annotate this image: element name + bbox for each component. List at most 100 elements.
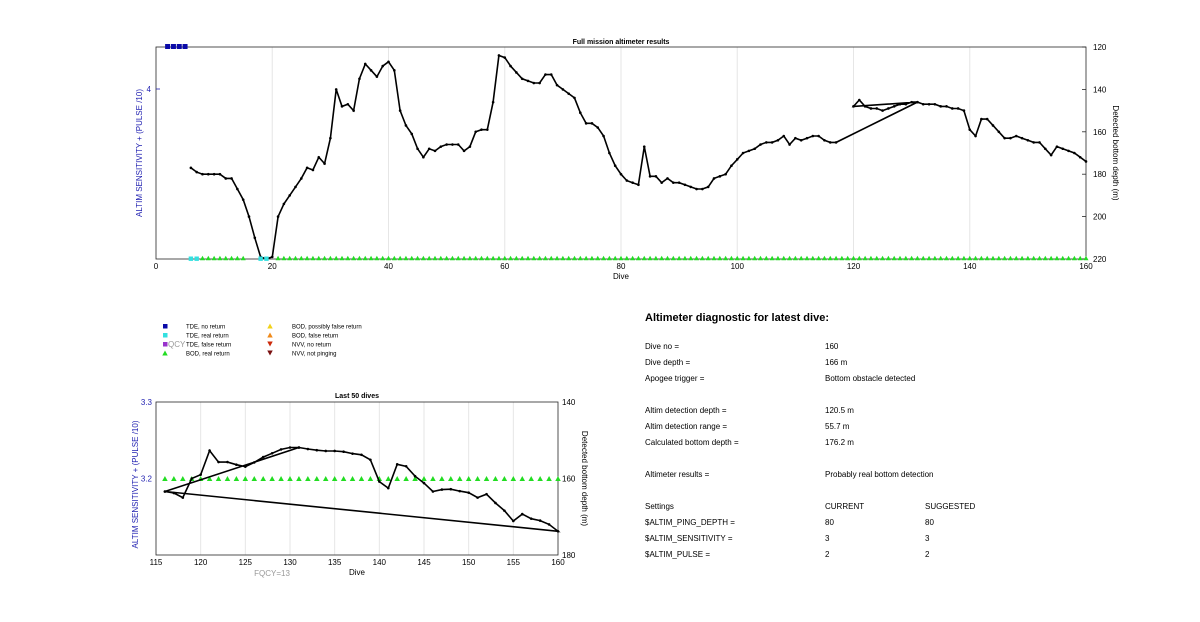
depth-point bbox=[1044, 147, 1047, 151]
depth-point bbox=[422, 155, 425, 159]
depth-point bbox=[288, 194, 291, 197]
dive-depth-row: Dive depth = 166 m bbox=[645, 358, 1085, 374]
y-left-tick-label: 3.3 bbox=[141, 398, 153, 407]
depth-point bbox=[823, 138, 826, 142]
depth-point bbox=[677, 181, 681, 184]
bod-real-return-marker bbox=[380, 255, 386, 261]
depth-point bbox=[413, 474, 417, 478]
x-tick-label: 100 bbox=[731, 262, 745, 271]
bod-real-return-marker bbox=[821, 255, 827, 261]
depth-point bbox=[683, 183, 687, 187]
bod-real-return-marker bbox=[430, 476, 436, 481]
chart-title: Last 50 dives bbox=[335, 393, 379, 400]
detection-depth-label: Altim detection depth = bbox=[645, 406, 727, 415]
bod-real-return-marker bbox=[996, 255, 1002, 261]
depth-point bbox=[526, 79, 530, 83]
y-right-axis-label: Detected bottom depth (m) bbox=[1111, 105, 1120, 200]
bod-real-return-marker bbox=[449, 255, 455, 261]
bod-real-return-marker bbox=[362, 255, 368, 261]
depth-point bbox=[241, 198, 245, 201]
bod-real-return-marker bbox=[412, 476, 418, 481]
bod-real-return-marker bbox=[676, 255, 682, 261]
depth-point bbox=[689, 185, 693, 189]
bod-real-return-marker bbox=[465, 476, 472, 481]
bod-real-return-marker bbox=[967, 255, 973, 261]
bod-real-return-marker bbox=[670, 255, 676, 261]
depth-point bbox=[916, 100, 919, 104]
tde-no-return-marker bbox=[182, 44, 188, 49]
x-tick-label: 130 bbox=[283, 558, 297, 567]
bod-real-return-marker bbox=[728, 255, 734, 261]
depth-point bbox=[342, 450, 345, 454]
bod-real-return-marker bbox=[386, 255, 391, 261]
apogee-row: Apogee trigger = Bottom obstacle detecte… bbox=[645, 374, 1085, 390]
detection-depth-value: 120.5 m bbox=[825, 406, 854, 415]
bod-real-return-marker bbox=[868, 255, 874, 261]
legend-label: BOD, false return bbox=[292, 334, 338, 340]
depth-point bbox=[449, 487, 453, 491]
depth-point bbox=[1078, 155, 1082, 159]
depth-point bbox=[549, 73, 553, 76]
x-tick-label: 120 bbox=[847, 262, 861, 271]
depth-point bbox=[422, 481, 426, 485]
bod-real-return-marker bbox=[740, 255, 746, 261]
depth-point bbox=[270, 451, 274, 455]
bod-real-return-marker bbox=[763, 255, 769, 261]
x-tick-label: 0 bbox=[154, 262, 159, 271]
calculated-depth-label: Calculated bottom depth = bbox=[645, 438, 739, 447]
bod-real-return-marker bbox=[240, 255, 246, 261]
depth-point bbox=[619, 172, 623, 176]
bod-real-return-marker bbox=[874, 255, 880, 261]
depth-point bbox=[1073, 151, 1076, 155]
results-label: Altimeter results = bbox=[645, 470, 710, 479]
depth-point bbox=[208, 449, 211, 452]
bod-real-return-marker bbox=[978, 255, 984, 261]
bod-real-return-marker bbox=[990, 255, 996, 261]
y-left-axis-label: ALTIM SENSITIVITY + (PULSE /10) bbox=[135, 89, 144, 217]
bod-real-return-marker bbox=[215, 476, 222, 481]
bod-real-return-marker bbox=[577, 255, 583, 261]
tde-no-return-marker bbox=[170, 44, 176, 49]
depth-point bbox=[631, 181, 634, 184]
depth-point bbox=[494, 501, 497, 505]
bod-real-return-marker bbox=[973, 255, 979, 261]
dive-depth-label: Dive depth = bbox=[645, 358, 691, 367]
depth-point bbox=[555, 83, 559, 87]
bod-real-return-marker bbox=[340, 476, 347, 481]
bod-real-return-marker bbox=[1071, 255, 1077, 261]
bod-real-return-marker bbox=[635, 255, 641, 261]
depth-point bbox=[1014, 134, 1018, 138]
x-tick-label: 60 bbox=[500, 262, 509, 271]
depth-point bbox=[921, 102, 925, 106]
bod-real-return-marker bbox=[630, 255, 636, 261]
depth-point bbox=[340, 105, 344, 108]
depth-point bbox=[431, 490, 435, 493]
depth-point bbox=[695, 187, 698, 191]
bod-real-return-marker bbox=[1002, 255, 1008, 261]
sensitivity-current: 3 bbox=[825, 534, 830, 543]
bod-real-return-marker bbox=[758, 255, 763, 261]
bod-real-return-marker bbox=[180, 476, 186, 481]
bod-real-return-marker bbox=[1060, 255, 1066, 261]
bod-real-return-marker bbox=[490, 255, 496, 261]
depth-point bbox=[956, 107, 960, 110]
depth-series-line bbox=[164, 446, 561, 533]
ping-depth-suggested: 80 bbox=[925, 518, 934, 527]
depth-point bbox=[980, 117, 983, 121]
bod-real-return-marker bbox=[229, 255, 235, 261]
y-right-tick-label: 180 bbox=[562, 551, 576, 560]
depth-point bbox=[456, 143, 460, 146]
depth-point bbox=[190, 477, 194, 480]
bod-real-return-marker bbox=[1048, 255, 1054, 261]
bod-real-return-marker bbox=[206, 476, 213, 481]
depth-point bbox=[584, 122, 588, 125]
tde-no-return-marker bbox=[176, 44, 182, 49]
depth-point bbox=[398, 109, 402, 112]
bod-real-return-marker bbox=[322, 255, 328, 261]
legend-marker bbox=[163, 333, 168, 338]
depth-point bbox=[660, 181, 663, 184]
legend-label: TDE, false return bbox=[186, 343, 231, 349]
depth-point bbox=[276, 215, 280, 218]
bod-real-return-marker bbox=[1066, 255, 1072, 261]
depth-point bbox=[567, 92, 570, 95]
